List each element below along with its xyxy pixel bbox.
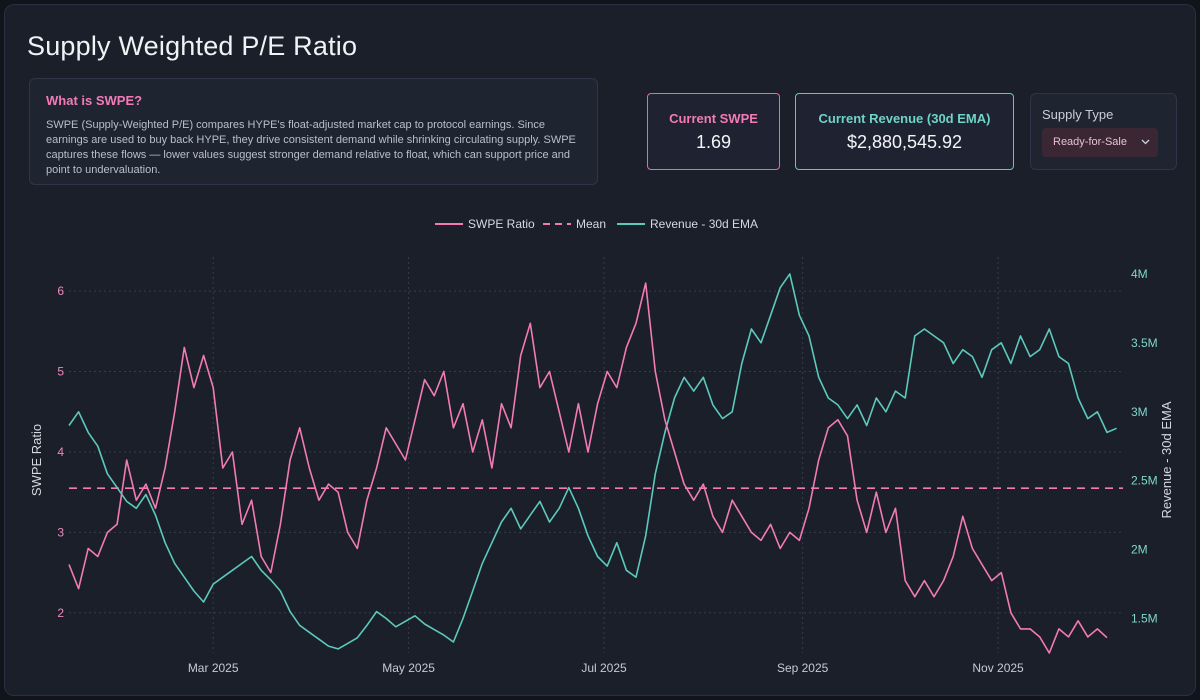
y-left-tick-label: 5 [57,365,64,379]
current-swpe-value: 1.69 [695,132,732,152]
current-revenue-value: $2,880,545.92 [846,132,963,152]
y-right-tick-label: 1.5M [1131,612,1158,626]
y-left-tick-label: 4 [57,445,64,459]
legend-label-revenue: Revenue - 30d EMA [650,217,758,231]
current-swpe-card: Current SWPE 1.69 [647,93,780,170]
y-right-tick-label: 3M [1131,405,1148,419]
info-title: What is SWPE? [46,93,143,108]
legend-label-mean: Mean [576,217,606,231]
y-left-tick-label: 6 [57,284,64,298]
supply-type-select[interactable]: Ready-for-Sale [1042,128,1158,157]
revenue-ema-line [68,273,1117,650]
chevron-down-icon [1141,128,1150,169]
y-right-tick-label: 4M [1131,267,1148,281]
y-right-tick-label: 2M [1131,543,1148,557]
info-box: What is SWPE? SWPE (Supply-Weighted P/E)… [29,78,598,185]
supply-type-box: Supply Type Ready-for-Sale [1030,93,1177,170]
y-right-tick-label: 2.5M [1131,474,1158,488]
swpe-chart: Mar 2025 May 2025 Jul 2025 Sep 2025 Nov 2025… [29,217,1174,675]
y-left-axis-title: SWPE Ratio [29,424,44,496]
dashboard-panel: Supply Weighted P/E Ratio What is SWPE? … [4,4,1196,696]
x-tick-label: Nov 2025 [972,661,1024,675]
y-left-tick-label: 3 [57,525,64,539]
x-tick-label: May 2025 [382,661,435,675]
current-revenue-label: Current Revenue (30d EMA) [818,111,991,126]
swpe-ratio-line [68,282,1108,654]
current-swpe-label: Current SWPE [669,111,758,126]
info-text: SWPE (Supply-Weighted P/E) compares HYPE… [46,119,576,176]
x-tick-label: Jul 2025 [581,661,627,675]
page-title: Supply Weighted P/E Ratio [27,31,358,61]
legend-label-swpe: SWPE Ratio [468,217,535,231]
y-right-axis-title: Revenue - 30d EMA [1159,401,1174,518]
supply-type-label: Supply Type [1042,107,1114,122]
x-tick-label: Sep 2025 [777,661,829,675]
x-tick-label: Mar 2025 [188,661,239,675]
y-right-tick-label: 3.5M [1131,336,1158,350]
current-revenue-card: Current Revenue (30d EMA) $2,880,545.92 [795,93,1014,170]
supply-type-value: Ready-for-Sale [1053,136,1127,148]
y-left-tick-label: 2 [57,606,64,620]
